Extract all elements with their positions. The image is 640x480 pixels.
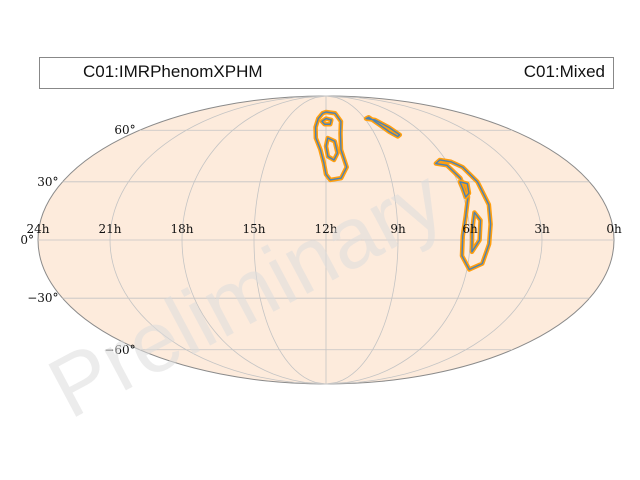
- graticule: [38, 95, 614, 385]
- contour-upper-right-imrphenomxphm: [365, 116, 401, 138]
- ra-tick-label: 12h: [315, 222, 338, 236]
- dec-tick-label: 0°: [20, 233, 34, 247]
- tick-labels: 24h 21h 18h 15h 12h 9h 6h 3h 0h 60° 30° 0° −30° −60°: [20, 123, 622, 357]
- ra-tick-label: 15h: [243, 222, 266, 236]
- legend-label-left: C01:IMRPhenomXPHM: [83, 62, 263, 81]
- contour-upper-center-inner-bottom-imrphenomxphm: [325, 137, 339, 161]
- ra-tick-label: 24h: [27, 222, 50, 236]
- contour-upper-center-imrphenomxphm: [314, 111, 348, 181]
- ra-tick-label: 6h: [462, 222, 478, 236]
- dec-tick-label: −60°: [104, 343, 135, 357]
- contour-right-inner-bottom-imrphenomxphm: [471, 211, 482, 253]
- ra-gridline: [325, 95, 543, 385]
- contour-right-inner-top-imrphenomxphm: [459, 181, 470, 198]
- ra-tick-label: 21h: [99, 222, 122, 236]
- ra-tick-label: 9h: [390, 222, 406, 236]
- contour-layer: [313, 109, 493, 272]
- ra-tick-label: 3h: [534, 222, 550, 236]
- ra-tick-label: 0h: [606, 222, 622, 236]
- dec-tick-label: −30°: [27, 291, 58, 305]
- ra-gridline: [325, 95, 399, 385]
- ra-gridline: [109, 95, 327, 385]
- dec-tick-label: 30°: [37, 175, 58, 189]
- legend-label-right: C01:Mixed: [523, 62, 605, 81]
- ra-tick-label: 18h: [171, 222, 194, 236]
- ra-gridline: [253, 95, 327, 385]
- dec-tick-label: 60°: [114, 123, 135, 137]
- ra-gridline: [181, 95, 327, 385]
- legend: C01:IMRPhenomXPHM C01:Mixed: [39, 57, 614, 89]
- contour-upper-center-inner-top-imrphenomxphm: [321, 117, 332, 125]
